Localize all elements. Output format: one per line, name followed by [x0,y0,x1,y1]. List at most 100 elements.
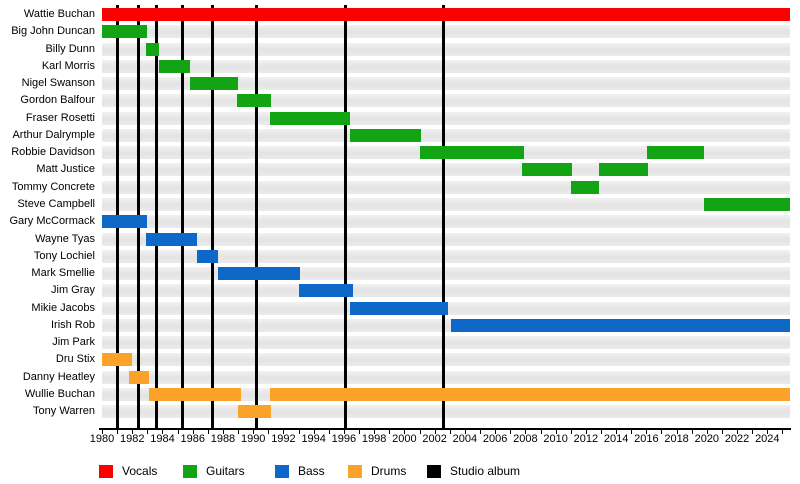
x-axis-tick [555,430,557,434]
legend-label: Vocals [122,464,158,478]
member-label: Danny Heatley [22,370,95,383]
x-axis-tick-label: 1992 [271,433,296,445]
x-axis-tick [600,430,602,434]
x-axis-tick [631,430,633,434]
x-axis-tick-label: 1994 [301,433,326,445]
x-axis-tick [222,430,224,434]
x-axis-tick-label: 2020 [694,433,720,445]
row-stripe [102,370,790,384]
member-label: Robbie Davidson [11,146,95,159]
legend-label: Bass [298,464,325,478]
studio-album-line [180,5,184,429]
legend-swatch-bass-icon [275,464,289,478]
x-axis-tick-label: 2000 [392,433,417,445]
member-label: Tony Lochiel [33,249,95,262]
legend-item-album: Studio album [427,464,520,478]
x-axis-tick [207,430,209,434]
member-tenure-bar-drums [129,370,149,384]
member-tenure-bar-bass [218,267,301,281]
member-label: Tony Warren [33,405,95,418]
legend-label: Drums [371,464,407,478]
member-label: Wayne Tyas [35,232,95,245]
x-axis-tick [721,430,723,434]
x-axis-tick [525,430,527,434]
row-stripe [102,42,790,56]
x-axis-tick [328,430,330,434]
x-axis-tick [782,430,784,434]
x-axis-tick [706,430,708,434]
x-axis-tick [449,430,451,434]
x-axis-tick [162,430,164,434]
member-label: Wattie Buchan [23,8,95,20]
member-label: Arthur Dalrymple [12,128,95,141]
x-axis-tick [616,430,618,434]
studio-album-line [343,5,347,429]
studio-album-line [154,5,158,429]
member-label: Tommy Concrete [11,180,95,193]
row-stripe [102,25,790,39]
legend-label: Studio album [450,464,521,478]
x-axis-tick [177,430,179,434]
member-tenure-bar-bass [102,215,148,229]
member-tenure-bar-bass [349,301,449,315]
row-stripe [102,163,790,177]
x-axis-tick [147,430,149,434]
member-tenure-bar-bass [450,318,790,332]
legend-item-bass: Bass [275,464,325,478]
member-label: Nigel Swanson [21,77,95,90]
x-axis-tick [102,430,103,434]
x-axis-tick [480,430,482,434]
x-axis-tick-label: 2006 [482,433,508,445]
row-stripe [102,267,790,281]
x-axis-tick [253,430,255,434]
x-axis-tick [540,430,542,434]
member-tenure-bar-guitars [102,25,148,39]
x-axis-tick-label: 2010 [543,433,568,445]
row-stripe [102,180,790,194]
member-tenure-bar-guitars [145,42,160,56]
x-axis-tick [752,430,754,434]
row-stripe [102,111,790,125]
member-label: Jim Gray [51,284,95,297]
member-label: Billy Dunn [45,42,95,55]
x-axis-tick [359,430,361,434]
x-axis-tick [585,430,587,434]
x-axis-tick [767,430,769,434]
legend-swatch-guitars-icon [183,464,197,478]
x-axis-tick [510,430,512,434]
x-axis-tick-label: 1982 [119,433,145,445]
x-axis-tick [343,430,345,434]
row-stripe [102,197,790,211]
x-axis-tick [676,430,678,434]
studio-album-line [255,5,259,429]
member-tenure-bar-guitars [189,77,239,91]
member-tenure-bar-guitars [419,146,524,160]
member-tenure-bar-guitars [570,180,600,194]
legend-swatch-drums-icon [348,464,362,478]
member-label: Irish Rob [50,318,95,331]
row-stripe [102,59,790,73]
x-axis-tick [570,430,572,434]
row-stripe [102,249,790,263]
x-axis-tick [389,430,391,434]
member-tenure-bar-bass [197,249,219,263]
x-axis-tick-label: 2002 [422,433,447,445]
x-axis-tick-label: 1986 [180,433,205,445]
x-axis-tick [495,430,497,434]
row-stripe [102,232,790,246]
member-tenure-bar-guitars [703,197,790,211]
member-label: Steve Campbell [17,197,95,210]
studio-album-line [210,5,214,429]
x-axis-tick-label: 2016 [634,433,659,445]
row-stripe [102,77,790,91]
row-stripe [102,284,790,298]
legend-swatch-album-icon [427,464,441,478]
x-axis-tick-label: 1998 [361,433,387,445]
x-axis-tick-label: 1984 [150,433,175,445]
x-axis-tick [691,430,693,434]
member-tenure-bar-bass [298,284,353,298]
studio-album-line [442,5,446,429]
member-tenure-bar-guitars [159,59,190,73]
x-axis-tick-label: 2012 [573,433,599,445]
